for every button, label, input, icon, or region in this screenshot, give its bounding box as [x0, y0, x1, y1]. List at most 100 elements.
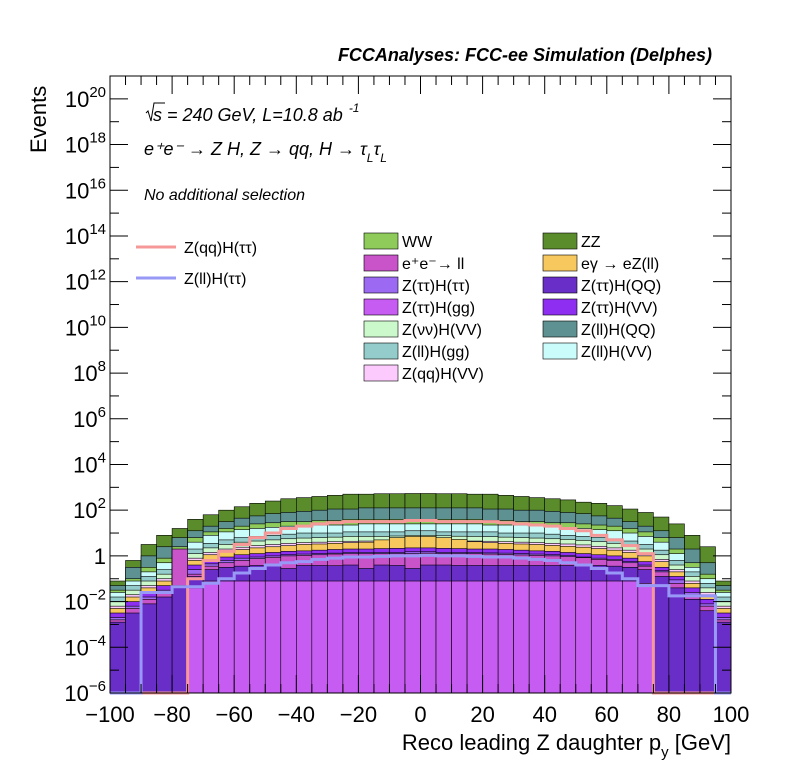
bar-Ztt_HQQ [653, 576, 670, 694]
x-tick-label: 100 [713, 702, 750, 727]
bar-Ztt_Hgg [528, 580, 545, 694]
legend-fill-label: Z(qq)H(VV) [402, 366, 484, 383]
x-tick-label: −20 [340, 702, 377, 727]
bar-Ztt_Hgg [404, 580, 421, 694]
annotation-energy: √ss = 240 GeV, L=10.8 ab -1 [145, 101, 359, 125]
axis-ticks: −100 −80 −60 −40 −20 0 20 40 60 80 100 10−6 10−4 10−2… [64, 75, 750, 727]
bar-Ztt_Hgg [249, 580, 266, 694]
legend-fill-entry: eγ → eZ(ll) [542, 254, 659, 273]
legend-fill-label: e⁺e⁻→ ll [402, 256, 464, 273]
legend-fill-swatch [363, 232, 399, 250]
bar-Ztt_Hgg [218, 580, 235, 694]
bar-Ztt_Hgg [327, 580, 344, 694]
legend-fill-entry: Z(ll)H(QQ) [542, 320, 656, 339]
y-tick-label: 1016 [65, 175, 106, 203]
y-tick-label: 10−4 [64, 632, 106, 660]
y-tick-label: 104 [73, 449, 106, 477]
bar-Ztt_HQQ [125, 612, 142, 694]
bar-Ztt_Hgg [482, 580, 499, 694]
bar-Ztt_Hgg [451, 580, 468, 694]
stack-Ztt_Hgg [187, 580, 654, 694]
legend-fill-label: Z(ττ)H(VV) [581, 300, 658, 317]
x-tick-label: −60 [216, 702, 253, 727]
legend-fill-swatch [542, 342, 578, 360]
bar-Ztt_Hgg [373, 580, 390, 694]
legend-fill-label: Z(ll)H(gg) [402, 344, 470, 361]
legend-fill-entry: Z(ll)H(VV) [542, 342, 652, 361]
legend-fill-label: Z(νν)H(VV) [402, 322, 482, 339]
bar-Ztt_HQQ [668, 587, 685, 694]
bar-Ztt_Hgg [342, 580, 359, 694]
signal-lines [110, 518, 731, 695]
legend-fill-entry: Z(ττ)H(gg) [363, 298, 475, 317]
stacked-histograms [109, 493, 732, 694]
legend-fill-entry: e⁺e⁻→ ll [363, 254, 464, 273]
legend-fill-label: Z(ττ)H(QQ) [581, 278, 661, 295]
bar-Ztt_Hgg [295, 580, 313, 694]
bar-Ztt_Hgg [435, 580, 452, 694]
y-tick-label: 1012 [65, 267, 106, 295]
legend-line-entry: Z(ll)H(ττ) [136, 271, 246, 288]
bar-Ztt_HQQ [684, 599, 701, 694]
legend-fill-swatch [363, 342, 399, 360]
energy-label: √ss = 240 GeV, L=10.8 ab -1 [153, 101, 359, 125]
legend-fill-swatch [542, 276, 578, 294]
x-tick-label: −80 [153, 702, 190, 727]
y-tick-label: 1 [94, 544, 106, 569]
x-tick-label: 80 [657, 702, 681, 727]
x-tick-label: −40 [278, 702, 315, 727]
bar-Ztt_Hgg [233, 580, 251, 694]
legend-signal: Z(qq)H(ττ) Z(ll)H(ττ) [136, 240, 257, 288]
bar-Ztt_Hgg [389, 580, 406, 694]
legend-fill-label: eγ → eZ(ll) [581, 256, 659, 273]
x-tick-label: 60 [595, 702, 619, 727]
bar-Ztt_HQQ [699, 610, 716, 694]
bar-Ztt_Hgg [606, 580, 623, 694]
bar-Ztt_HQQ [156, 596, 173, 694]
y-tick-label: 106 [73, 404, 106, 432]
legend-fill-swatch [363, 298, 399, 316]
legend-fill-entry: Z(ττ)H(VV) [542, 298, 658, 317]
legend-fill-entry: Z(νν)H(VV) [363, 320, 482, 339]
bar-Ztt_HQQ [109, 621, 126, 694]
legend-fill-swatch [542, 254, 578, 272]
legend-fill-entry: Z(qq)H(VV) [363, 364, 484, 383]
legend-fill-label: Z(ττ)H(gg) [402, 300, 475, 317]
legend-fill-swatch [363, 276, 399, 294]
legend-fill-label: Z(ττ)H(ττ) [402, 278, 470, 295]
legend-fill-entry: WW [363, 232, 433, 251]
bar-Ztt_HQQ [715, 621, 732, 694]
line-sig_qq [110, 518, 731, 695]
legend-fill-swatch [542, 320, 578, 338]
legend-line-entry: Z(qq)H(ττ) [136, 240, 257, 257]
y-tick-label: 10−6 [64, 678, 106, 706]
bar-Ztt_Hgg [637, 583, 654, 694]
legend-backgrounds: WW ZZ e⁺e⁻→ ll eγ → eZ(ll) Z(ττ)H(ττ) Z(ττ)H(… [363, 232, 661, 383]
legend-fill-entry: Z(ττ)H(QQ) [542, 276, 661, 295]
legend-fill-label: Z(ll)H(VV) [581, 344, 652, 361]
bar-Ztt_Hgg [513, 580, 530, 694]
legend-fill-entry: Z(ll)H(gg) [363, 342, 470, 361]
bar-Ztt_Hgg [187, 587, 204, 694]
x-tick-label: 40 [532, 702, 556, 727]
bar-Ztt_Hgg [466, 580, 483, 694]
process-label: e⁺e⁻ → Z H, Z → qq, H → τLτL [144, 139, 387, 165]
legend-line-label: Z(qq)H(ττ) [184, 240, 257, 257]
bar-Ztt_Hgg [358, 580, 375, 694]
y-tick-label: 1020 [65, 84, 106, 112]
x-tick-label: 20 [470, 702, 494, 727]
bar-Ztt_Hgg [622, 580, 639, 694]
bar-Ztt_Hgg [575, 580, 592, 694]
x-axis-title: Reco leading Z daughter py [GeV] [402, 730, 731, 761]
line-sig_ll [110, 553, 731, 695]
bar-Ztt_Hgg [264, 580, 282, 694]
bar-Ztt_Hgg [420, 580, 437, 694]
x-tick-label: 0 [414, 702, 426, 727]
legend-fill-entry: ZZ [542, 232, 601, 251]
chart-header: FCCAnalyses: FCC-ee Simulation (Delphes) [338, 45, 712, 65]
bar-Ztt_HQQ [140, 603, 157, 694]
y-tick-label: 1018 [65, 130, 106, 158]
bar-Ztt_Hgg [590, 580, 608, 694]
bar-Ztt_Hgg [544, 580, 561, 694]
legend-fill-label: Z(ll)H(QQ) [581, 322, 656, 339]
